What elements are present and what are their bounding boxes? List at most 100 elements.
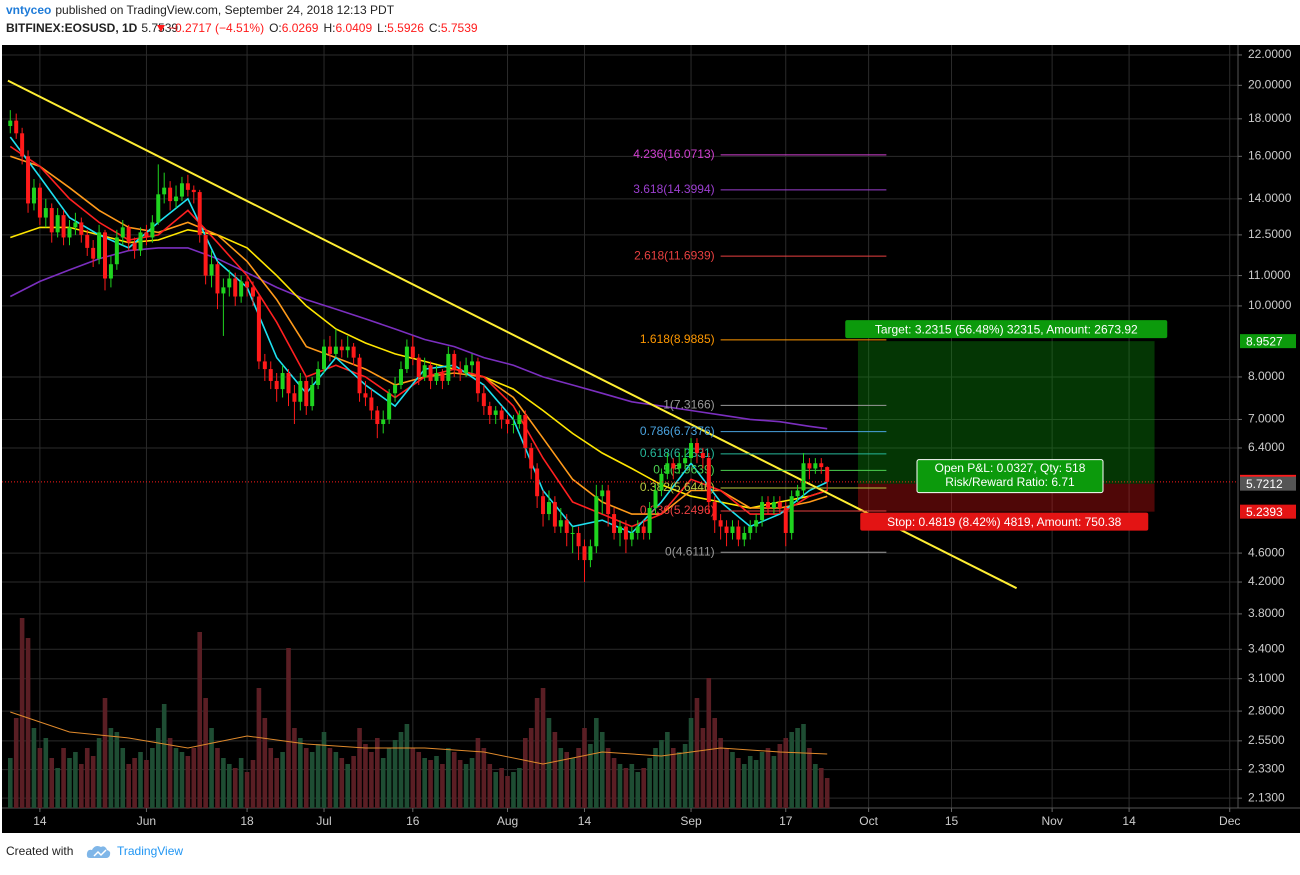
candle-body	[487, 406, 492, 415]
candle-body	[623, 526, 628, 540]
candle-body	[535, 468, 540, 497]
candle-body	[55, 215, 60, 233]
y-tick-label: 6.4000	[1248, 440, 1285, 454]
ohlc-value: 5.5926	[387, 21, 424, 35]
fib-label: 1(7.3166)	[663, 398, 714, 412]
volume-bar	[446, 748, 451, 808]
candle-body	[31, 187, 36, 204]
y-tick-label: 3.8000	[1248, 606, 1285, 620]
candle-body	[434, 372, 439, 381]
volume-bar	[132, 758, 137, 808]
volume-bar	[232, 768, 238, 808]
candle-body	[398, 369, 403, 386]
volume-bar	[801, 724, 806, 808]
y-tick-label: 3.4000	[1248, 641, 1285, 655]
candle-body	[61, 215, 66, 238]
volume-bar	[629, 764, 635, 808]
candle-body	[73, 222, 78, 228]
candle-body	[316, 369, 321, 386]
candle-body	[475, 361, 480, 394]
fib-label: 2.618(11.6939)	[634, 248, 715, 262]
volume-bar	[197, 632, 203, 808]
volume-bar	[558, 748, 564, 808]
volume-ma	[10, 711, 828, 765]
footer-brand[interactable]: TradingView	[117, 844, 183, 858]
candle-body	[712, 502, 717, 521]
ohlc-label: O:	[269, 21, 282, 35]
candle-body	[813, 463, 818, 469]
price-tag	[1240, 504, 1296, 519]
candle-body	[233, 278, 238, 297]
author[interactable]: vntyceo	[6, 3, 51, 17]
volume-bar	[155, 728, 161, 808]
volume-bar	[759, 752, 765, 808]
plot-area: 4.236(16.0713) 3.618(14.3994) 2.618(11.693…	[2, 79, 1238, 808]
volume-bar	[309, 752, 315, 808]
volume-bar	[511, 772, 516, 808]
candle-body	[345, 346, 350, 351]
candle-body	[304, 380, 309, 407]
candle-body	[618, 526, 622, 533]
volume-bar	[374, 738, 380, 808]
volume-bar	[67, 758, 72, 808]
price-tag-label: 5.7212	[1246, 477, 1283, 491]
candle-body	[357, 357, 362, 394]
volume-bar	[351, 756, 356, 808]
candle-body	[422, 365, 427, 377]
volume-bar	[718, 738, 723, 808]
y-tick-label: 4.6000	[1248, 545, 1285, 559]
candle-body	[185, 183, 190, 190]
candle-body	[689, 443, 694, 459]
volume-bar	[724, 748, 729, 808]
candle-body	[97, 232, 102, 259]
candle-body	[126, 227, 131, 243]
x-tick-label: 14	[33, 814, 47, 828]
price-tag-label: 8.9527	[1246, 334, 1283, 348]
volume-bar	[286, 648, 291, 808]
x-tick-label: Nov	[1041, 814, 1062, 828]
candle-body	[191, 189, 196, 193]
volume-bar	[380, 758, 386, 808]
y-tick-label: 16.0000	[1248, 148, 1292, 162]
volume-bar	[534, 698, 540, 808]
volume-bar	[357, 728, 362, 808]
volume-bar	[315, 744, 321, 808]
candle-body	[499, 410, 504, 420]
candle-body	[108, 264, 113, 279]
volume-bar	[434, 756, 439, 808]
volume-bar	[522, 738, 528, 808]
candle-body	[517, 414, 522, 425]
trend-line	[7, 79, 1018, 590]
candle-body	[404, 346, 409, 370]
candle-body	[629, 532, 634, 540]
volume-bar	[416, 752, 422, 808]
volume-bar	[635, 772, 641, 808]
candle-body	[79, 222, 84, 235]
volume-bar	[765, 748, 771, 808]
ohlc-value: 6.0409	[335, 21, 372, 35]
ohlc-value: 5.7539	[441, 21, 478, 35]
candle-body	[179, 183, 184, 197]
x-tick-label: 17	[779, 814, 793, 828]
volume-bar	[742, 764, 747, 808]
volume-bar	[647, 758, 652, 808]
x-tick-label: Sep	[680, 814, 702, 828]
candle-body	[481, 393, 486, 407]
candle-body	[381, 419, 386, 425]
volume-bar	[694, 698, 700, 808]
volume-bar	[280, 752, 285, 808]
volume-bar	[274, 758, 279, 808]
symbol-line: BITFINEX:EOSUSD, 1D5.7539	[6, 21, 178, 35]
header-line: vntyceo published on TradingView.com, Sep…	[6, 3, 395, 17]
candle-body	[428, 365, 433, 381]
volume-bar	[730, 752, 735, 808]
candle-body	[174, 196, 179, 202]
candle-body	[470, 361, 475, 366]
y-tick-label: 10.0000	[1248, 298, 1292, 312]
volume-bar	[303, 748, 309, 808]
y-tick-label: 2.3300	[1248, 762, 1285, 776]
volume-bar	[777, 744, 783, 808]
candle-body	[440, 372, 445, 381]
target-label: Target: 3.2315 (56.48%) 32315, Amount: 2…	[875, 322, 1138, 336]
volume-bar	[43, 738, 49, 808]
